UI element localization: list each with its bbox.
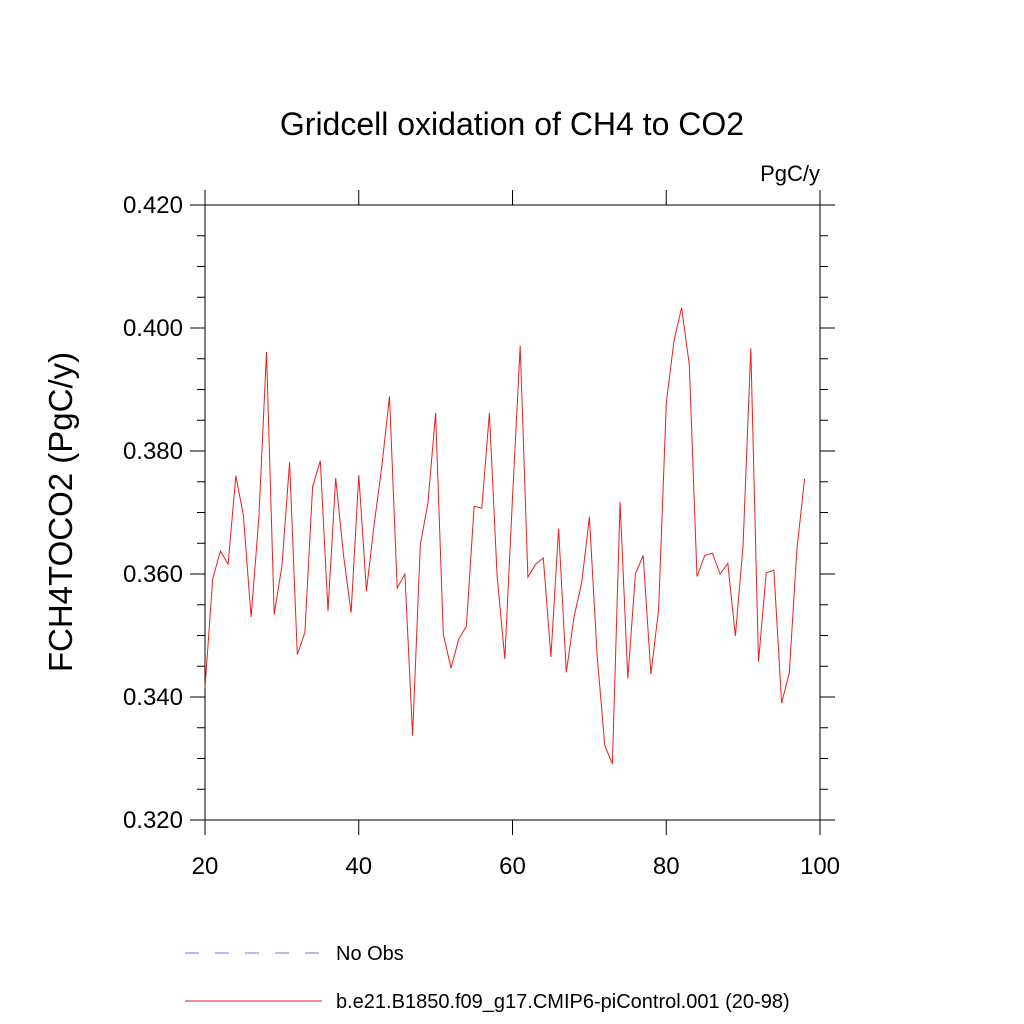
y-tick-label: 0.360 bbox=[123, 561, 183, 588]
x-tick-label: 40 bbox=[345, 853, 372, 880]
y-tick-label: 0.420 bbox=[123, 192, 183, 219]
x-tick-label: 80 bbox=[653, 853, 680, 880]
x-tick-label: 100 bbox=[800, 853, 840, 880]
units-label: PgC/y bbox=[760, 161, 820, 186]
chart-title: Gridcell oxidation of CH4 to CO2 bbox=[280, 106, 744, 142]
plot-border bbox=[204, 204, 821, 821]
legend: No Obs b.e21.B1850.f09_g17.CMIP6-piContr… bbox=[185, 943, 790, 1013]
x-tick-label: 60 bbox=[499, 853, 526, 880]
y-axis: 0.320 0.340 0.360 0.380 0.400 0.420 bbox=[123, 192, 835, 834]
legend-label-pi-control: b.e21.B1850.f09_g17.CMIP6-piControl.001 … bbox=[336, 991, 790, 1013]
x-tick-label: 20 bbox=[192, 853, 219, 880]
series-line-0 bbox=[204, 307, 806, 765]
x-axis: 20 40 60 80 100 bbox=[192, 190, 840, 880]
legend-label-no-obs: No Obs bbox=[336, 943, 404, 965]
plot-frame bbox=[204, 204, 821, 821]
y-tick-label: 0.340 bbox=[123, 684, 183, 711]
y-tick-label: 0.400 bbox=[123, 315, 183, 342]
y-tick-label: 0.320 bbox=[123, 807, 183, 834]
series-layer bbox=[204, 307, 806, 765]
y-axis-label: FCH4TOCO2 (PgC/y) bbox=[42, 352, 79, 672]
y-tick-label: 0.380 bbox=[123, 438, 183, 465]
